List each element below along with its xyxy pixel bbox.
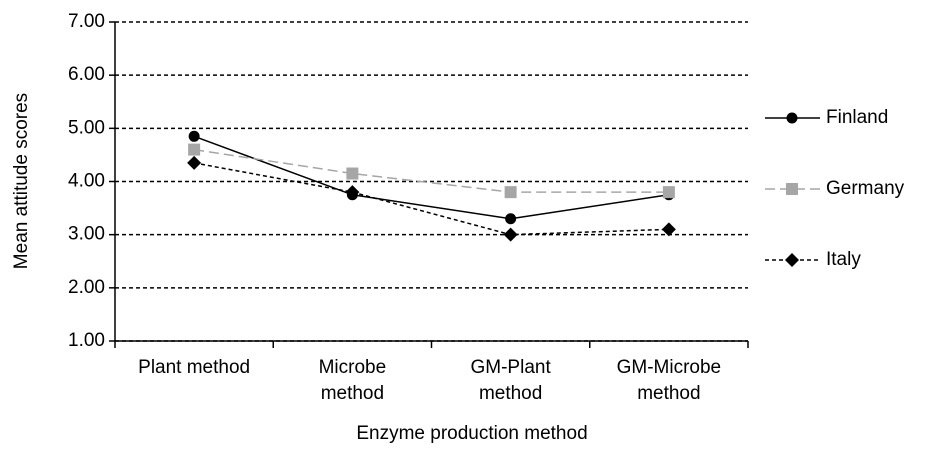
data-point: [505, 213, 517, 225]
data-point: [503, 227, 518, 242]
y-tick-label: 1.00: [68, 330, 105, 351]
y-tick-label: 3.00: [68, 224, 105, 245]
y-tick-label: 5.00: [68, 117, 105, 138]
series-line: [193, 135, 669, 220]
x-axis-title: Enzyme production method: [356, 423, 587, 444]
y-axis-title: Mean attitude scores: [11, 93, 32, 269]
x-tick-label: GM-Microbe method: [617, 357, 722, 404]
series-line: [193, 162, 669, 236]
y-tick-label: 7.00: [68, 11, 105, 32]
data-point: [187, 155, 202, 170]
x-tick-label: Plant method: [138, 357, 250, 378]
series-line: [194, 148, 669, 193]
data-point: [661, 222, 676, 237]
legend-marker: [786, 112, 798, 124]
data-point: [504, 186, 517, 199]
data-point: [345, 185, 360, 200]
legend-label: Finland: [826, 107, 888, 128]
legend-marker: [786, 183, 798, 195]
y-tick-label: 4.00: [68, 171, 105, 192]
legend-label: Germany: [826, 178, 905, 199]
data-point: [188, 130, 200, 142]
x-tick-label: Microbe method: [319, 357, 387, 404]
data-point: [346, 167, 359, 180]
y-tick-label: 6.00: [68, 64, 105, 85]
legend-marker: [785, 253, 799, 267]
x-tick-label: GM-Plant method: [471, 357, 552, 404]
legend-label: Italy: [826, 249, 861, 270]
data-point: [188, 143, 201, 156]
data-point: [662, 186, 675, 199]
y-tick-label: 2.00: [68, 277, 105, 298]
